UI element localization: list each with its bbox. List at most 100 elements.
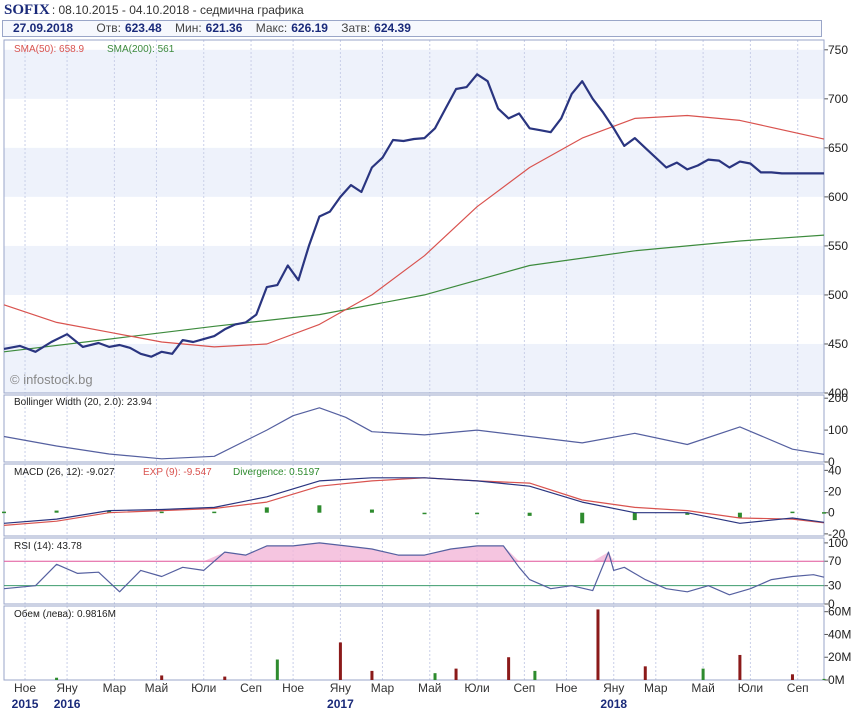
volume-bar xyxy=(160,675,164,680)
close-value: 624.39 xyxy=(374,21,411,35)
macd-histogram-bar xyxy=(159,511,164,514)
macd-histogram-bar xyxy=(369,509,374,513)
bollinger-legend: Bollinger Width (20, 2.0): 23.94 xyxy=(14,397,152,408)
volume-bar xyxy=(643,666,647,680)
watermark-text: © infostock.bg xyxy=(10,372,93,387)
macd-ytick-label: 0 xyxy=(828,506,835,520)
volume-bar xyxy=(790,674,794,680)
x-year-label: 2017 xyxy=(327,697,354,711)
volume-frame xyxy=(3,605,825,681)
low-value: 621.36 xyxy=(205,21,243,35)
macd-histogram-bar xyxy=(527,512,532,516)
price-ytick-label: 400 xyxy=(828,386,848,400)
x-month-label: Сеп xyxy=(240,681,262,695)
volume-bar xyxy=(533,670,537,680)
volume-bar xyxy=(370,670,374,680)
price-ytick-label: 650 xyxy=(828,141,848,155)
macd-histogram-bar xyxy=(212,511,217,514)
low-label: Мин: xyxy=(175,21,202,35)
bollinger-ytick-label: 200 xyxy=(828,391,848,405)
macd-histogram-bar xyxy=(2,511,6,514)
x-month-label: Ное xyxy=(555,681,577,695)
macd-ytick-label: 40 xyxy=(828,463,842,477)
sma50-legend: SMA(50): 658.9 xyxy=(14,44,84,55)
volume-bar xyxy=(223,676,227,680)
x-month-label: Сеп xyxy=(513,681,535,695)
price-ytick-label: 450 xyxy=(828,337,848,351)
price-band xyxy=(4,147,824,197)
volume-bar xyxy=(454,668,458,680)
volume-bar xyxy=(275,659,279,680)
x-month-label: Май xyxy=(145,681,169,695)
macd-ytick-label: -20 xyxy=(828,527,846,541)
x-year-label: 2015 xyxy=(12,697,39,711)
x-month-label: Яну xyxy=(330,681,351,695)
x-month-label: Яну xyxy=(56,681,77,695)
bollinger-ytick-label: 0 xyxy=(828,455,835,469)
x-month-label: Мар xyxy=(644,681,668,695)
symbol: SOFIX xyxy=(4,2,50,18)
price-band xyxy=(4,49,824,99)
volume-bar xyxy=(55,677,59,680)
volume-ytick-label: 60M xyxy=(828,605,851,619)
rsi-ytick-label: 30 xyxy=(828,579,842,593)
price-ytick-label: 700 xyxy=(828,92,848,106)
macd-background xyxy=(4,464,824,536)
x-year-label: 2016 xyxy=(54,697,81,711)
bollinger-line xyxy=(3,407,825,460)
x-month-label: Ное xyxy=(282,681,304,695)
macd-histogram-bar xyxy=(737,512,742,518)
macd-frame xyxy=(3,463,825,537)
x-year-label: 2018 xyxy=(600,697,627,711)
volume-legend: Обем (лева): 0.9816M xyxy=(14,608,116,620)
bollinger-ytick-label: 100 xyxy=(828,423,848,437)
volume-bar xyxy=(507,657,511,680)
period-subtitle: : 08.10.2015 - 04.10.2018 - седмична гра… xyxy=(51,3,304,17)
rsi-ytick-label: 100 xyxy=(828,536,848,550)
price-ytick-label: 500 xyxy=(828,288,848,302)
volume-ytick-label: 20M xyxy=(828,650,851,664)
volume-background xyxy=(4,606,824,680)
macd-legend: MACD (26, 12): -9.027 xyxy=(14,467,115,478)
rsi-frame xyxy=(3,537,825,605)
price-ytick-label: 600 xyxy=(828,190,848,204)
open-label: Отв: xyxy=(96,21,121,35)
x-month-label: Мар xyxy=(371,681,395,695)
macd-histogram-bar xyxy=(475,512,480,515)
rsi-line xyxy=(3,542,825,596)
x-month-label: Юли xyxy=(738,681,763,695)
price-line xyxy=(3,73,824,358)
volume-bar xyxy=(738,654,742,680)
macd-histogram-bar xyxy=(685,512,690,515)
volume-bar xyxy=(338,642,342,680)
bollinger-background xyxy=(4,395,824,462)
macd-histogram-bar xyxy=(54,510,59,513)
volume-bar xyxy=(701,668,705,680)
rsi-ytick-label: 0 xyxy=(828,597,835,611)
macd-histogram-bar xyxy=(822,512,826,514)
volume-bar xyxy=(433,673,437,680)
sma200-legend: SMA(200): 561 xyxy=(107,44,175,55)
ohlc-bar: 27.09.2018 Отв: 623.48 Мин: 621.36 Макс: 62… xyxy=(2,20,822,37)
x-month-label: Яну xyxy=(603,681,624,695)
rsi-overbought-fill xyxy=(4,542,824,562)
volume-ytick-label: 0M xyxy=(828,673,845,687)
x-month-label: Мар xyxy=(103,681,127,695)
chart-title: SOFIX: 08.10.2015 - 04.10.2018 - седмичн… xyxy=(4,2,304,18)
price-ytick-label: 750 xyxy=(828,43,848,57)
rsi-ytick-label: 70 xyxy=(828,554,842,568)
x-month-label: Сеп xyxy=(787,681,809,695)
price-band xyxy=(4,343,824,393)
macd-line xyxy=(3,477,825,524)
macd-histogram-bar xyxy=(580,512,585,524)
volume-ytick-label: 40M xyxy=(828,627,851,641)
macd-histogram-bar xyxy=(632,512,637,521)
macd-ytick-label: 20 xyxy=(828,485,842,499)
macd-histogram-bar xyxy=(264,507,269,513)
high-value: 626.19 xyxy=(291,21,328,35)
sma50-line xyxy=(3,114,825,348)
macd-exp-legend: EXP (9): -9.547 xyxy=(143,467,212,478)
price-band xyxy=(4,245,824,295)
macd-histogram-bar xyxy=(107,510,112,513)
